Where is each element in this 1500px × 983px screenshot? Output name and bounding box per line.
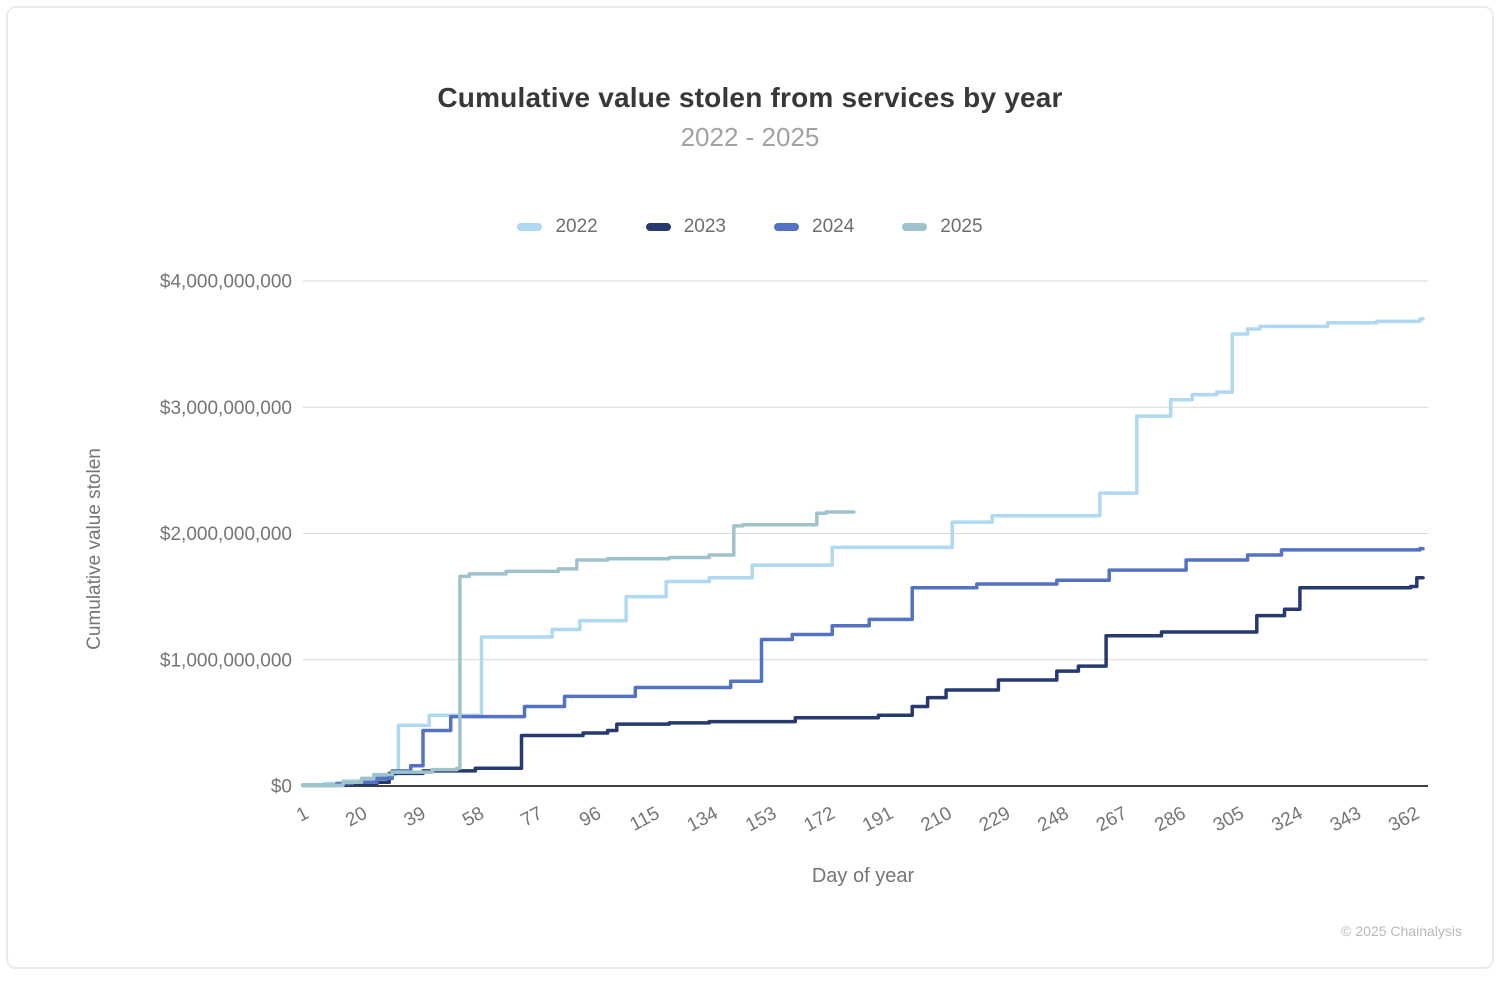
x-tick-label: 362	[1385, 803, 1423, 836]
x-tick-labels: 1 20 39 58 77 96 115 134 153 172 191 210 229 248 267 28…	[293, 803, 1423, 837]
x-tick-label: 1	[293, 803, 312, 827]
series-line-2023	[303, 578, 1423, 786]
x-tick-label: 343	[1327, 803, 1365, 836]
y-tick-label: $0	[271, 777, 292, 798]
x-tick-label: 58	[459, 803, 488, 831]
copyright-credit: © 2025 Chainalysis	[1341, 923, 1462, 939]
x-tick-label: 191	[859, 803, 897, 836]
x-tick-label: 324	[1268, 803, 1306, 837]
y-tick-label: $1,000,000,000	[160, 650, 292, 671]
y-gridlines	[303, 281, 1428, 786]
x-tick-label: 172	[801, 803, 839, 836]
y-tick-label: $3,000,000,000	[160, 398, 292, 419]
x-tick-label: 153	[742, 803, 780, 836]
x-tick-label: 267	[1093, 803, 1131, 836]
series-line-2025	[303, 512, 854, 785]
series-line-2022	[303, 319, 1423, 785]
x-tick-label: 210	[918, 803, 956, 836]
x-tick-label: 229	[976, 803, 1014, 836]
chart-card: Cumulative value stolen from services by…	[6, 6, 1494, 969]
x-tick-label: 134	[684, 803, 722, 837]
series-lines	[303, 319, 1423, 786]
x-tick-label: 39	[401, 803, 430, 831]
y-tick-label: $2,000,000,000	[160, 524, 292, 545]
y-axis-title: Cumulative value stolen	[84, 349, 106, 749]
x-tick-label: 96	[576, 803, 605, 831]
y-tick-label: $4,000,000,000	[160, 272, 292, 293]
x-axis-title: Day of year	[563, 865, 1163, 888]
chart-canvas: $0 $1,000,000,000 $2,000,000,000 $3,000,000…	[8, 8, 1500, 983]
x-tick-label: 248	[1034, 803, 1072, 836]
x-tick-label: 305	[1210, 803, 1248, 836]
series-line-2024	[303, 549, 1423, 786]
x-tick-label: 286	[1151, 803, 1189, 836]
x-tick-label: 20	[342, 803, 371, 831]
x-tick-label: 77	[518, 803, 547, 831]
x-tick-label: 115	[627, 803, 664, 836]
y-tick-labels: $0 $1,000,000,000 $2,000,000,000 $3,000,000…	[160, 272, 292, 798]
